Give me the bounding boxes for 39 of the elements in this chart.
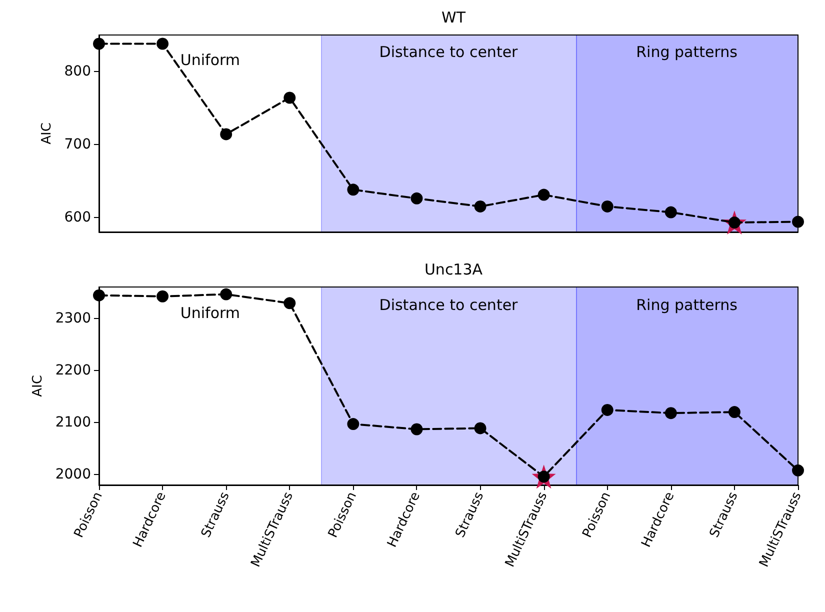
point bbox=[93, 38, 105, 50]
point bbox=[220, 288, 232, 300]
point bbox=[664, 206, 677, 218]
point bbox=[601, 404, 614, 416]
point bbox=[410, 192, 423, 204]
point bbox=[601, 200, 614, 212]
point bbox=[792, 216, 804, 228]
chart-title: Unc13A bbox=[424, 260, 484, 278]
annotation: Uniform bbox=[180, 304, 240, 322]
annotation: Ring patterns bbox=[636, 43, 738, 61]
chart-title: WT bbox=[442, 8, 466, 26]
point bbox=[728, 406, 740, 418]
point bbox=[220, 128, 232, 140]
annotation: Distance to center bbox=[379, 43, 518, 61]
point bbox=[284, 297, 296, 310]
y-tick-label: 2000 bbox=[55, 466, 91, 483]
annotation: Distance to center bbox=[379, 296, 518, 314]
y-tick-label: 2300 bbox=[55, 310, 91, 326]
annotation: Uniform bbox=[180, 51, 240, 69]
point bbox=[93, 289, 105, 302]
annotation: Ring patterns bbox=[636, 296, 738, 314]
point bbox=[538, 188, 550, 201]
point bbox=[156, 290, 169, 302]
point bbox=[474, 200, 486, 212]
point bbox=[347, 184, 360, 196]
point bbox=[284, 92, 296, 104]
y-axis-title: AIC bbox=[39, 122, 54, 144]
point bbox=[347, 418, 360, 430]
y-tick-label: 800 bbox=[64, 63, 91, 80]
point bbox=[410, 423, 423, 436]
point bbox=[792, 464, 804, 476]
point bbox=[474, 422, 486, 434]
y-tick-label: 2100 bbox=[55, 414, 91, 430]
y-tick-label: 600 bbox=[64, 209, 91, 226]
point bbox=[156, 38, 169, 50]
point bbox=[664, 407, 677, 420]
y-tick-label: 700 bbox=[64, 136, 91, 152]
y-tick-label: 2200 bbox=[55, 362, 91, 378]
y-axis-title: AIC bbox=[30, 375, 46, 397]
